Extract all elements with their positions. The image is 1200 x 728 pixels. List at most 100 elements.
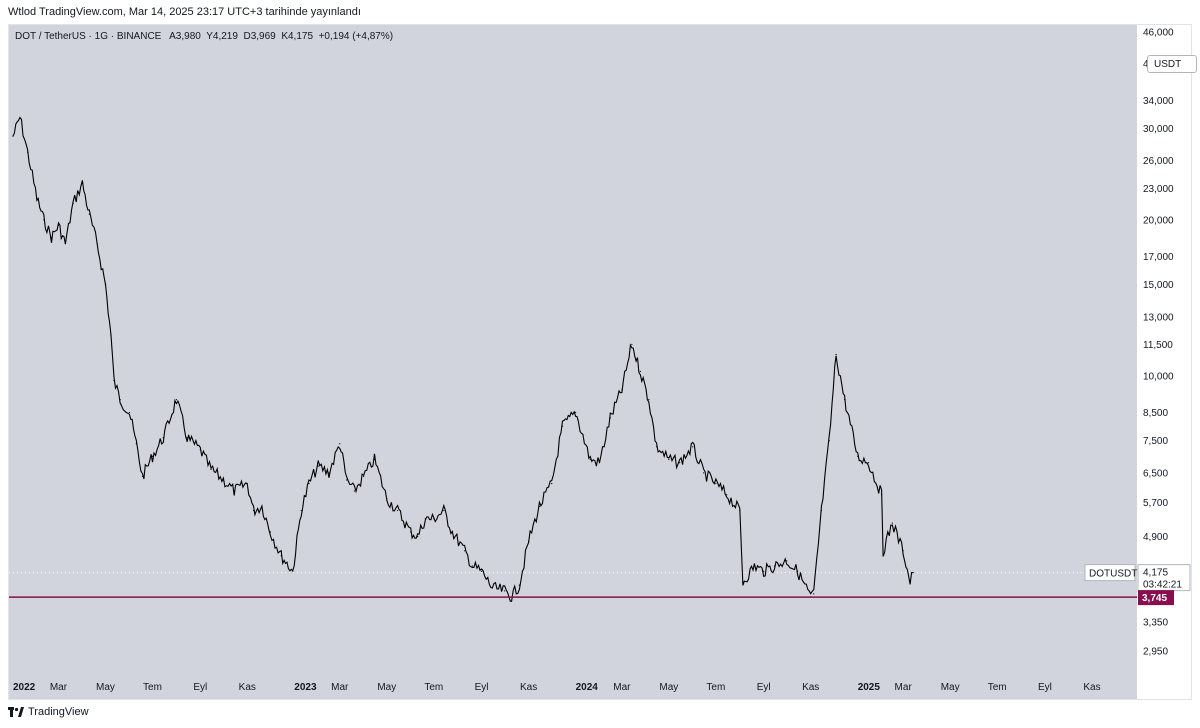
price-point <box>50 236 53 238</box>
x-tick-label: 2023 <box>294 682 317 693</box>
price-point <box>857 455 859 457</box>
last-price-tag: 4,175 <box>1143 568 1168 579</box>
price-point <box>246 482 248 485</box>
price-point <box>882 550 884 552</box>
x-tick-label: Eyl <box>757 682 771 693</box>
price-point <box>451 531 453 533</box>
price-point <box>902 550 904 552</box>
price-point <box>186 437 188 439</box>
price-point <box>280 555 282 557</box>
chart-svg: 46,00040,00034,00030,00026,00023,00020,0… <box>9 28 1191 693</box>
x-tick-label: Mar <box>50 682 68 693</box>
support-tag-box <box>1138 590 1174 606</box>
price-point <box>575 411 577 414</box>
price-point <box>300 509 302 512</box>
symbol-legend: DOT / TetherUS · 1G · BINANCE A3,980 Y4,… <box>15 31 393 42</box>
price-point <box>233 490 235 492</box>
price-point <box>820 509 823 512</box>
countdown-tag: 03:42:21 <box>1143 580 1182 591</box>
price-point <box>561 425 564 427</box>
x-tick-label: May <box>96 682 115 693</box>
chart-frame: 46,00040,00034,00030,00026,00023,00020,0… <box>8 24 1197 700</box>
price-point <box>386 497 388 500</box>
price-point <box>828 440 830 442</box>
price-point <box>151 455 154 457</box>
price-point <box>261 505 263 508</box>
price-point <box>36 197 38 199</box>
price-point <box>64 242 67 245</box>
price-point <box>589 458 591 461</box>
x-tick-label: May <box>377 682 396 693</box>
price-point <box>621 389 623 391</box>
x-tick-label: Eyl <box>193 682 207 693</box>
price-point <box>763 570 765 572</box>
price-point <box>491 587 493 589</box>
price-point <box>373 458 376 461</box>
x-tick-label: May <box>941 682 960 693</box>
price-point <box>528 540 530 542</box>
price-point <box>909 581 911 583</box>
price-point <box>396 509 399 512</box>
y-tick-label: 6,500 <box>1143 468 1168 479</box>
currency-selector[interactable]: USDT <box>1147 55 1197 73</box>
price-point <box>12 135 14 137</box>
price-point <box>639 370 641 373</box>
price-point <box>410 531 412 533</box>
price-point <box>210 468 212 471</box>
legend-high: Y4,219 <box>206 31 238 42</box>
y-tick-label: 2,950 <box>1143 646 1168 657</box>
legend-symbol[interactable]: DOT / TetherUS · 1G · BINANCE <box>15 31 162 42</box>
price-point <box>175 399 177 401</box>
legend-close: K4,175 <box>281 31 314 42</box>
price-point <box>417 535 419 538</box>
y-tick-label: 46,000 <box>1143 28 1174 39</box>
price-point <box>128 411 130 414</box>
price-point <box>538 505 540 508</box>
price-point <box>480 570 483 572</box>
price-point <box>339 443 341 445</box>
footer-brand: TradingView <box>8 706 89 718</box>
price-point <box>739 509 741 512</box>
y-tick-label: 5,700 <box>1143 498 1168 509</box>
y-tick-label: 20,000 <box>1143 215 1174 226</box>
time-axis[interactable]: 2022 Mar May Tem Eyl Kas 2023 Mar May Tem Eyl Kas 20… <box>13 682 1101 693</box>
y-tick-label: 15,000 <box>1143 280 1174 291</box>
x-tick-label: Tem <box>424 682 443 693</box>
price-point <box>433 518 435 520</box>
price-point <box>692 446 694 448</box>
price-point <box>43 219 45 221</box>
price-point <box>96 242 98 245</box>
x-tick-label: 2025 <box>858 682 881 693</box>
footer-brand-label: TradingView <box>28 706 89 718</box>
legend-open: A3,980 <box>169 31 201 42</box>
y-tick-label: 13,000 <box>1143 312 1174 323</box>
symbol-tag-box <box>1084 564 1136 582</box>
price-point <box>57 224 60 227</box>
price-point <box>504 590 506 592</box>
x-tick-label: Kas <box>802 682 819 693</box>
x-tick-label: Eyl <box>1038 682 1052 693</box>
price-point <box>796 570 799 572</box>
price-point <box>104 283 107 286</box>
price-point <box>328 472 330 474</box>
price-point <box>269 531 272 533</box>
plot-area[interactable] <box>9 25 1137 699</box>
price-point <box>912 572 914 574</box>
y-tick-label: 11,500 <box>1143 340 1173 351</box>
y-tick-label: 26,000 <box>1143 156 1174 167</box>
price-point <box>648 399 650 401</box>
price-point <box>813 593 815 595</box>
price-point <box>162 437 164 439</box>
price-point <box>598 462 601 464</box>
y-tick-label: 17,000 <box>1143 252 1174 263</box>
y-tick-label: 7,500 <box>1143 436 1168 447</box>
price-point <box>880 494 883 496</box>
price-point <box>222 479 225 481</box>
y-tick-label: 3,350 <box>1143 618 1168 629</box>
price-point <box>81 182 83 185</box>
price-axis[interactable]: 46,00040,00034,00030,00026,00023,00020,0… <box>1143 28 1174 658</box>
price-point <box>786 560 788 562</box>
price-point <box>843 399 846 401</box>
price-point <box>518 584 520 586</box>
